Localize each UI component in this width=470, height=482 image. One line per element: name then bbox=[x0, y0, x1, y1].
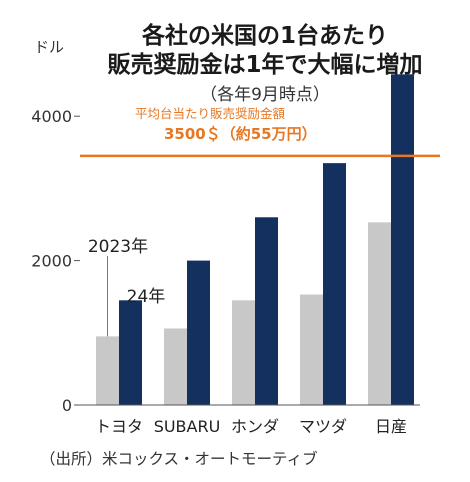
x-axis-categories: トヨタ SUBARU ホンダ マツダ 日産 bbox=[95, 417, 407, 436]
bar-2024-2 bbox=[255, 217, 278, 405]
chart-title-line-2: 販売奨励金は1年で大幅に増加 bbox=[107, 51, 422, 78]
x-category-label: マツダ bbox=[299, 417, 347, 436]
bar-2024-0 bbox=[119, 300, 142, 405]
reference-line-label: 平均台当たり販売奨励金額 bbox=[135, 106, 286, 121]
bars bbox=[96, 74, 414, 405]
legend-label-2023: 2023年 bbox=[88, 237, 148, 257]
bar-2023-4 bbox=[368, 222, 391, 405]
bar-2023-1 bbox=[164, 328, 187, 405]
y-tick-0: 0 bbox=[62, 396, 72, 415]
bar-2023-0 bbox=[96, 336, 119, 405]
reference-line-value: 3500＄（約55万円） bbox=[164, 125, 317, 143]
y-tick-2000: 2000 bbox=[31, 252, 72, 271]
legend-label-24: 24年 bbox=[127, 287, 166, 307]
bar-2023-2 bbox=[232, 300, 255, 405]
x-category-label: ホンダ bbox=[231, 417, 279, 436]
chart-title-line-1: 各社の米国の1台あたり bbox=[141, 22, 388, 49]
y-tick-4000: 4000 bbox=[31, 107, 72, 126]
x-category-label: トヨタ bbox=[95, 417, 143, 436]
bar-2023-3 bbox=[300, 294, 323, 405]
chart-subtitle: （各年9月時点） bbox=[200, 85, 330, 105]
y-axis-ticks: 0 2000 4000 bbox=[31, 107, 80, 415]
source-note: （出所）米コックス・オートモーティブ bbox=[40, 449, 318, 468]
x-category-label: 日産 bbox=[375, 417, 407, 436]
bar-2024-1 bbox=[187, 260, 210, 405]
bar-2024-3 bbox=[323, 163, 346, 405]
x-category-label: SUBARU bbox=[154, 417, 221, 436]
y-axis-unit: ドル bbox=[34, 38, 64, 56]
bar-2024-4 bbox=[391, 74, 414, 405]
